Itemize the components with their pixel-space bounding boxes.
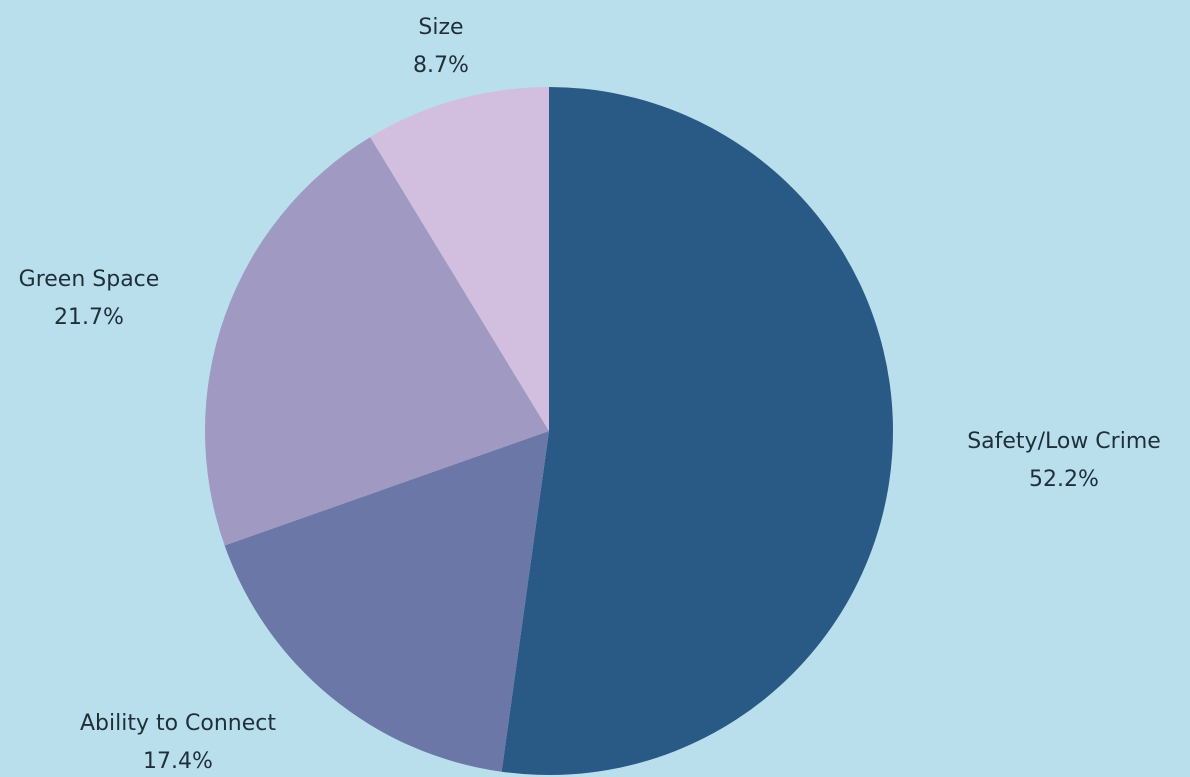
pie-labels: Safety/Low Crime 52.2% Ability to Connect 1… <box>19 15 1161 774</box>
slice-green-space <box>204 137 549 546</box>
slice-category-label: Ability to Connect <box>80 711 276 736</box>
slice-safety-low-crime <box>501 87 893 776</box>
slice-category-label: Safety/Low Crime <box>967 429 1161 454</box>
slice-label-green-space: Green Space 21.7% <box>19 267 160 330</box>
slice-value-label: 21.7% <box>54 305 124 330</box>
slice-category-label: Green Space <box>19 267 160 292</box>
slice-value-label: 52.2% <box>1029 467 1099 492</box>
slice-label-size: Size 8.7% <box>413 15 469 78</box>
slice-value-label: 17.4% <box>143 749 213 774</box>
slice-label-safety-low-crime: Safety/Low Crime 52.2% <box>967 429 1161 492</box>
slice-value-label: 8.7% <box>413 53 469 78</box>
slice-category-label: Size <box>418 15 463 40</box>
slice-label-ability-to-connect: Ability to Connect 17.4% <box>80 711 276 774</box>
slice-ability-to-connect <box>224 431 550 772</box>
pie-slices <box>204 87 893 776</box>
slice-size <box>370 87 549 431</box>
